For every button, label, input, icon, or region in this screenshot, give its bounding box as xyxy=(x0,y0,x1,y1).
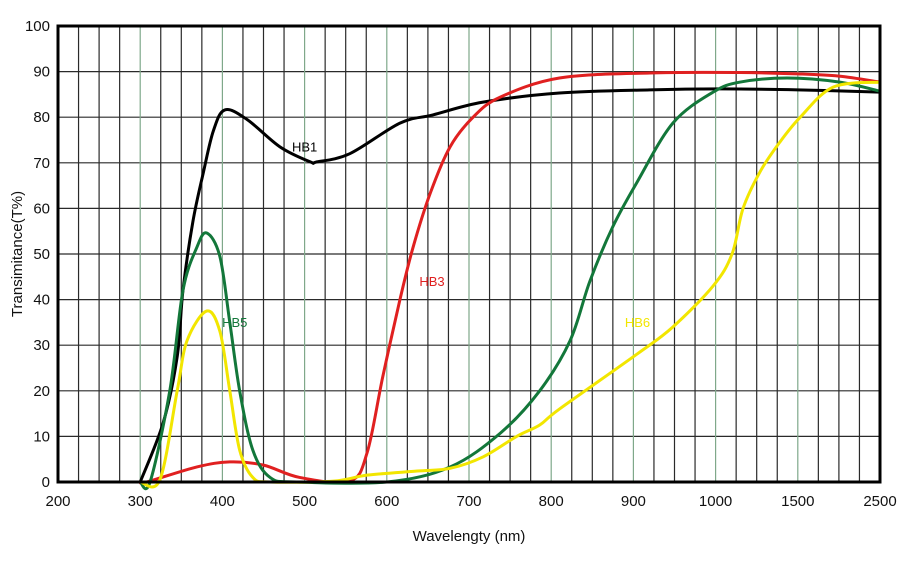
x-tick-label: 300 xyxy=(128,493,153,510)
x-tick-label: 800 xyxy=(539,493,564,510)
series-line-hb1 xyxy=(138,87,882,484)
y-tick-label: 60 xyxy=(33,200,50,217)
y-axis-label: Transimitance(T%) xyxy=(9,191,26,317)
x-axis-label: Wavelengty (nm) xyxy=(413,528,526,545)
y-tick-label: 70 xyxy=(33,155,50,172)
y-tick-labels: 0 10 20 30 40 50 60 70 80 90 100 xyxy=(25,18,50,491)
x-tick-label: 400 xyxy=(210,493,235,510)
x-tick-label: 700 xyxy=(456,493,481,510)
y-tick-label: 20 xyxy=(33,383,50,400)
x-tick-label: 600 xyxy=(374,493,399,510)
series-labels: HB1 HB5 HB3 HB6 xyxy=(222,139,650,330)
x-tick-label: 200 xyxy=(45,493,70,510)
series-label-hb6: HB6 xyxy=(625,315,650,330)
series-label-hb5: HB5 xyxy=(222,315,247,330)
y-tick-label: 100 xyxy=(25,18,50,35)
plot-border xyxy=(56,24,882,484)
plot-frame xyxy=(56,24,882,484)
x-tick-label: 1000 xyxy=(699,493,732,510)
y-tick-label: 80 xyxy=(33,109,50,126)
series-line-hb6 xyxy=(138,80,882,489)
y-tick-label: 30 xyxy=(33,337,50,354)
series-label-hb3: HB3 xyxy=(419,274,444,289)
x-tick-label: 900 xyxy=(621,493,646,510)
x-tick-labels: 200 300 400 500 600 700 800 900 1000 1500 2500 xyxy=(45,493,896,510)
y-tick-label: 10 xyxy=(33,428,50,445)
y-tick-label: 0 xyxy=(42,474,50,491)
x-tick-label: 1500 xyxy=(781,493,814,510)
series-label-hb1: HB1 xyxy=(292,139,317,154)
y-tick-label: 50 xyxy=(33,246,50,263)
x-tick-label: 500 xyxy=(292,493,317,510)
grid xyxy=(58,26,880,482)
y-tick-label: 90 xyxy=(33,64,50,81)
x-tick-label: 2500 xyxy=(863,493,896,510)
y-tick-label: 40 xyxy=(33,292,50,309)
